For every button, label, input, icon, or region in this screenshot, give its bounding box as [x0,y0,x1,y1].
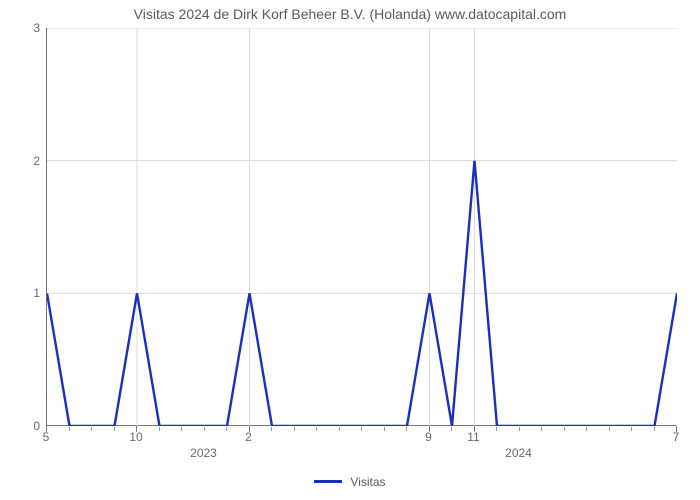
x-minor-tick [339,427,340,431]
x-minor-tick [361,427,362,431]
x-tick-label: 9 [425,430,432,444]
x-minor-tick [384,427,385,431]
x-tick-label: 7 [673,430,680,444]
x-minor-tick [294,427,295,431]
y-tick-label: 2 [20,154,40,168]
x-minor-tick [316,427,317,431]
x-minor-tick [541,427,542,431]
x-tick-label: 5 [43,430,50,444]
legend: Visitas [0,470,700,489]
x-minor-tick [496,427,497,431]
x-minor-tick [181,427,182,431]
x-minor-tick [271,427,272,431]
x-minor-tick [519,427,520,431]
legend-label: Visitas [350,475,385,489]
chart-container: Visitas 2024 de Dirk Korf Beheer B.V. (H… [0,0,700,500]
plot-area [46,28,676,426]
x-minor-tick [631,427,632,431]
x-minor-tick [204,427,205,431]
legend-item: Visitas [314,475,385,489]
chart-svg [47,28,677,426]
x-minor-tick [114,427,115,431]
x-tick-label: 2 [245,430,252,444]
x-minor-tick [564,427,565,431]
chart-title: Visitas 2024 de Dirk Korf Beheer B.V. (H… [0,6,700,22]
x-tick-label: 11 [467,430,479,444]
y-tick-label: 3 [20,21,40,35]
x-minor-tick [406,427,407,431]
legend-swatch [314,480,342,483]
x-minor-tick [69,427,70,431]
x-minor-tick [654,427,655,431]
x-minor-tick [159,427,160,431]
x-minor-tick [226,427,227,431]
x-minor-tick [451,427,452,431]
y-tick-label: 0 [20,419,40,433]
x-year-label: 2023 [190,446,217,460]
y-tick-label: 1 [20,286,40,300]
x-tick-label: 10 [129,430,142,444]
x-minor-tick [586,427,587,431]
x-minor-tick [91,427,92,431]
x-minor-tick [609,427,610,431]
x-year-label: 2024 [505,446,532,460]
